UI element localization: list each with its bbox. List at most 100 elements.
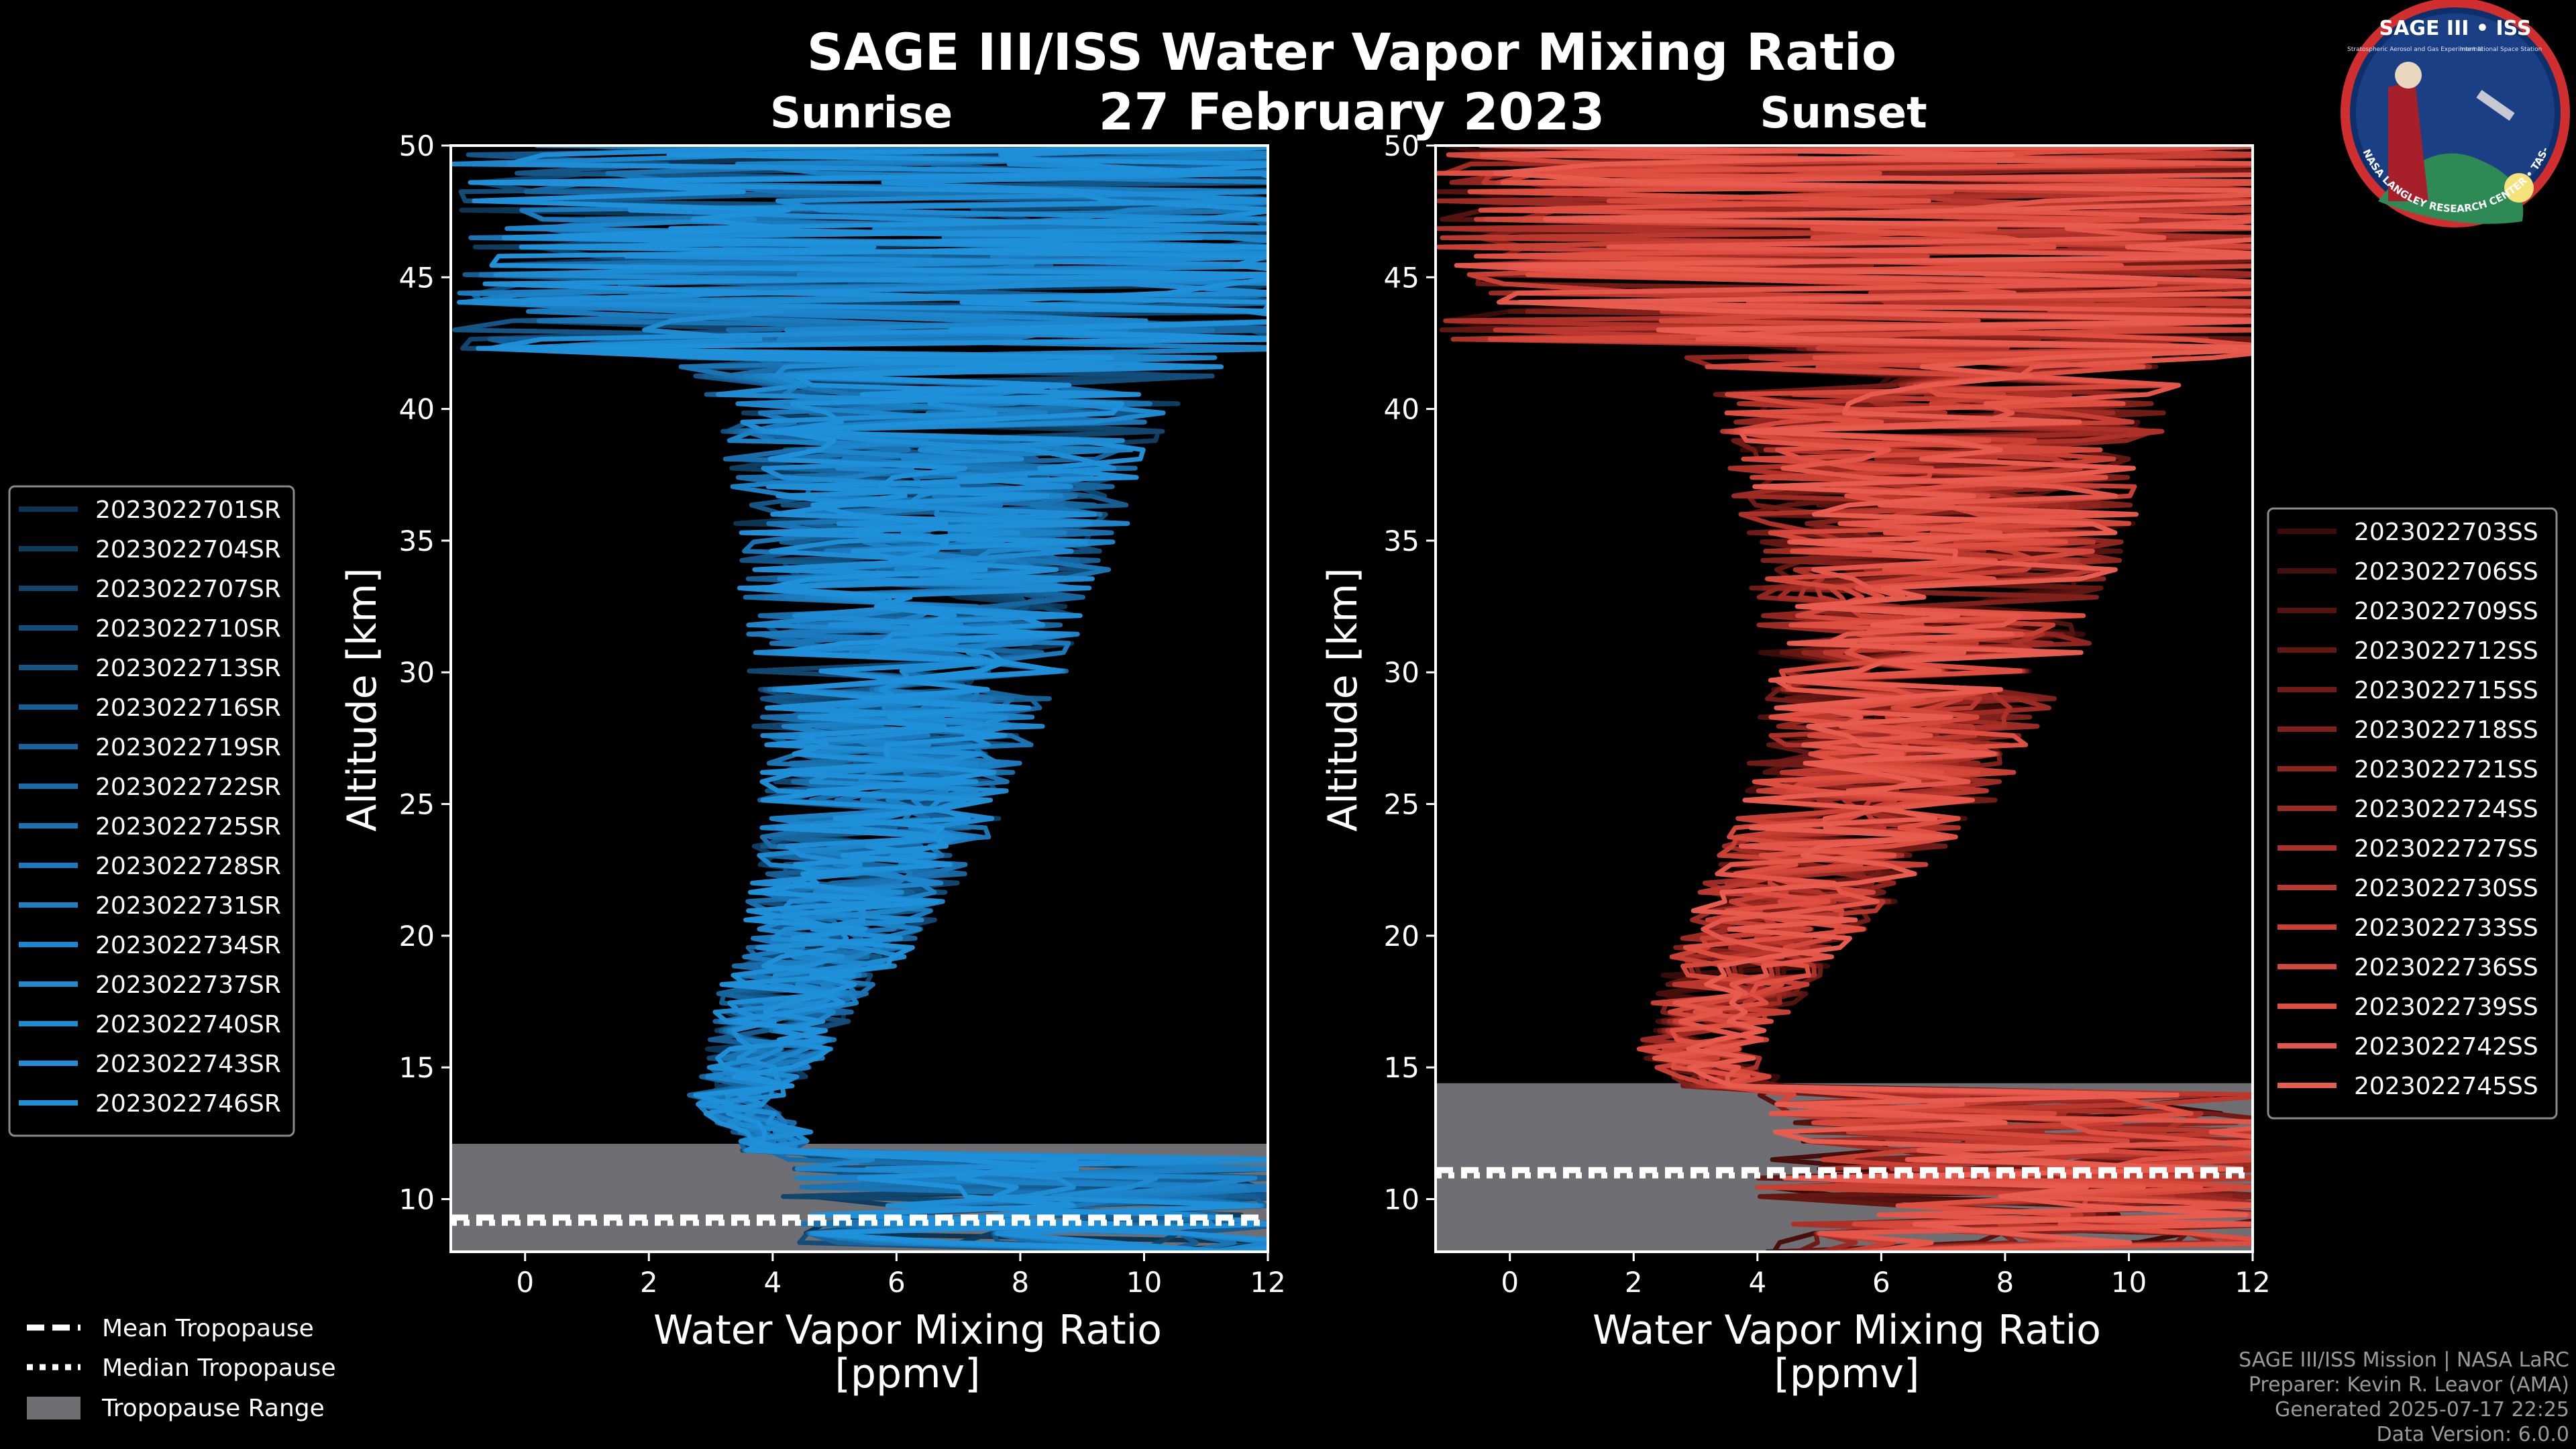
sunset-x-axis-unit: [ppmv] bbox=[1774, 1350, 1920, 1397]
sunset-legend: 2023022703SS 2023022706SS 2023022709SS 2023… bbox=[2267, 507, 2558, 1120]
legend-label-2023022718SS: 2023022718SS bbox=[2354, 716, 2538, 744]
sunrise-plot-area bbox=[449, 144, 1269, 1253]
sunrise-y-tick-label: 10 bbox=[399, 1183, 435, 1216]
sunset-panel-title: Sunset bbox=[1760, 89, 1927, 138]
sunset-x-tick-label: 8 bbox=[1996, 1266, 2015, 1299]
legend-label-2023022737SR: 2023022737SR bbox=[95, 971, 281, 999]
median-tropopause-label: Median Tropopause bbox=[102, 1354, 336, 1382]
sunset-x-tick-label: 10 bbox=[2111, 1266, 2147, 1299]
legend-label-2023022719SR: 2023022719SR bbox=[95, 734, 281, 761]
sunrise-y-tick-label: 15 bbox=[399, 1051, 435, 1084]
legend-label-2023022716SR: 2023022716SR bbox=[95, 694, 281, 722]
logo-subtitle-right: International Space Station bbox=[2460, 46, 2542, 53]
legend-label-2023022710SR: 2023022710SR bbox=[95, 615, 281, 643]
tropopause-range-swatch bbox=[27, 1397, 80, 1419]
footer-data-version: Data Version: 6.0.0 bbox=[2377, 1423, 2569, 1446]
legend-label-2023022707SR: 2023022707SR bbox=[95, 576, 281, 603]
sunset-y-tick-label: 10 bbox=[1384, 1183, 1419, 1216]
sunrise-x-tick-label: 8 bbox=[1012, 1266, 1030, 1299]
profile-line-2023022731SR bbox=[461, 146, 1268, 1252]
sunrise-x-axis-label: Water Vapor Mixing Ratio bbox=[653, 1307, 1162, 1354]
logo-figure-icon bbox=[2388, 80, 2428, 201]
legend-label-2023022740SR: 2023022740SR bbox=[95, 1011, 281, 1038]
sunrise-y-tick-label: 35 bbox=[399, 525, 435, 557]
legend-label-2023022734SR: 2023022734SR bbox=[95, 932, 281, 959]
sunrise-x-tick-label: 10 bbox=[1126, 1266, 1162, 1299]
sunrise-y-tick-label: 50 bbox=[399, 129, 435, 162]
logo-title: SAGE III • ISS bbox=[2379, 17, 2532, 40]
legend-label-2023022746SR: 2023022746SR bbox=[95, 1090, 281, 1118]
legend-label-2023022736SS: 2023022736SS bbox=[2354, 954, 2538, 981]
sunset-legend-box bbox=[2267, 507, 2558, 1120]
mean-tropopause-label: Mean Tropopause bbox=[102, 1315, 314, 1342]
sunrise-x-tick-label: 2 bbox=[640, 1266, 658, 1299]
profile-line-2023022734SR bbox=[451, 146, 1268, 1252]
sunset-x-tick-label: 6 bbox=[1872, 1266, 1890, 1299]
sunrise-y-tick-label: 20 bbox=[399, 920, 435, 953]
sunset-x-tick-label: 0 bbox=[1501, 1266, 1519, 1299]
tropopause-legend: Mean Tropopause Median Tropopause Tropop… bbox=[27, 1315, 336, 1422]
legend-label-2023022745SS: 2023022745SS bbox=[2354, 1073, 2538, 1100]
profile-line-2023022746SR bbox=[472, 146, 1268, 1252]
sunset-plot-frame bbox=[1434, 144, 2254, 1253]
logo-sun-icon bbox=[2504, 173, 2534, 203]
sunrise-panel-title: Sunrise bbox=[770, 89, 953, 138]
sunset-axis-ticks: 0 2 4 6 8 10 12 10 15 20 25 30 35 40 45 50 bbox=[1384, 129, 2271, 1299]
sunrise-y-tick-label: 40 bbox=[399, 393, 435, 426]
legend-label-2023022731SR: 2023022731SR bbox=[95, 892, 281, 920]
profile-line-2023022745SS bbox=[1479, 146, 2253, 1252]
sunrise-y-tick-label: 30 bbox=[399, 656, 435, 689]
footer-credits: SAGE III/ISS Mission | NASA LaRC Prepare… bbox=[2239, 1348, 2569, 1446]
sunset-x-axis-label: Water Vapor Mixing Ratio bbox=[1593, 1307, 2101, 1354]
profile-line-2023022739SS bbox=[1436, 146, 2253, 1252]
sunset-panel: Sunset 0 2 4 6 8 10 12 10 15 20 25 30 35 40 45 50 Water… bbox=[1320, 89, 2558, 1397]
legend-label-2023022712SS: 2023022712SS bbox=[2354, 637, 2538, 665]
legend-label-2023022733SS: 2023022733SS bbox=[2354, 914, 2538, 942]
legend-label-2023022742SS: 2023022742SS bbox=[2354, 1033, 2538, 1061]
sunset-y-tick-label: 20 bbox=[1384, 920, 1419, 953]
logo-station-icon bbox=[2476, 90, 2515, 121]
footer-generated: Generated 2025-07-17 22:25 bbox=[2275, 1398, 2569, 1421]
footer-preparer: Preparer: Kevin R. Leavor (AMA) bbox=[2249, 1373, 2569, 1397]
logo-subtitle-left: Stratospheric Aerosol and Gas Experiment… bbox=[2347, 46, 2483, 53]
legend-label-2023022701SR: 2023022701SR bbox=[95, 496, 281, 524]
sunrise-x-tick-label: 4 bbox=[763, 1266, 782, 1299]
sunset-plot-area bbox=[1434, 144, 2254, 1253]
sunset-y-tick-label: 40 bbox=[1384, 393, 1419, 426]
legend-label-2023022703SS: 2023022703SS bbox=[2354, 519, 2538, 546]
profile-line-2023022730SS bbox=[1440, 162, 2253, 1252]
figure-title: SAGE III/ISS Water Vapor Mixing Ratio bbox=[807, 22, 1897, 82]
legend-label-2023022724SS: 2023022724SS bbox=[2354, 796, 2538, 823]
legend-label-2023022739SS: 2023022739SS bbox=[2354, 994, 2538, 1021]
legend-label-2023022728SR: 2023022728SR bbox=[95, 853, 281, 880]
legend-label-2023022722SR: 2023022722SR bbox=[95, 773, 281, 801]
figure-date: 27 February 2023 bbox=[1099, 82, 1605, 142]
legend-label-2023022725SR: 2023022725SR bbox=[95, 813, 281, 841]
legend-label-2023022715SS: 2023022715SS bbox=[2354, 677, 2538, 704]
legend-label-2023022706SS: 2023022706SS bbox=[2354, 558, 2538, 586]
sunset-x-tick-label: 12 bbox=[2235, 1266, 2270, 1299]
sunrise-axis-ticks: 0 2 4 6 8 10 12 10 15 20 25 30 35 40 45 50 bbox=[399, 129, 1286, 1299]
sunrise-x-tick-label: 6 bbox=[888, 1266, 906, 1299]
sunset-y-tick-label: 15 bbox=[1384, 1051, 1419, 1084]
sunrise-legend-box bbox=[8, 485, 295, 1137]
sunset-y-tick-label: 35 bbox=[1384, 525, 1419, 557]
legend-label-2023022713SR: 2023022713SR bbox=[95, 655, 281, 682]
sunrise-y-axis-label: Altitude [km] bbox=[339, 568, 386, 832]
legend-label-2023022709SS: 2023022709SS bbox=[2354, 598, 2538, 625]
legend-label-2023022743SR: 2023022743SR bbox=[95, 1051, 281, 1078]
legend-label-2023022730SS: 2023022730SS bbox=[2354, 875, 2538, 902]
legend-label-2023022727SS: 2023022727SS bbox=[2354, 835, 2538, 863]
legend-label-2023022704SR: 2023022704SR bbox=[95, 536, 281, 564]
footer-mission: SAGE III/ISS Mission | NASA LaRC bbox=[2239, 1348, 2569, 1372]
sunrise-y-tick-label: 25 bbox=[399, 788, 435, 821]
sunset-x-tick-label: 2 bbox=[1625, 1266, 1643, 1299]
sunrise-panel: Sunrise 0 2 4 6 8 10 12 10 15 20 25 30 35 40 45 50 Wate… bbox=[8, 89, 1286, 1397]
sunrise-x-tick-label: 0 bbox=[516, 1266, 534, 1299]
tropopause-range-label: Tropopause Range bbox=[101, 1395, 325, 1422]
sunrise-legend: 2023022701SR 2023022704SR 2023022707SR 2023… bbox=[8, 485, 295, 1137]
sunset-x-tick-label: 4 bbox=[1748, 1266, 1766, 1299]
sunrise-y-tick-label: 45 bbox=[399, 261, 435, 294]
sunrise-x-axis-unit: [ppmv] bbox=[835, 1350, 981, 1397]
